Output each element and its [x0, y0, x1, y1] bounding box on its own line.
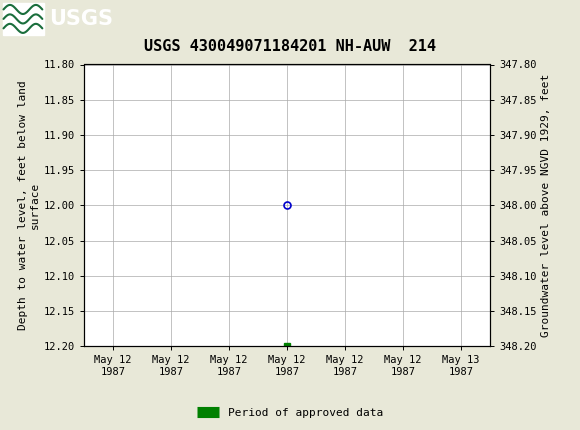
- Text: USGS 430049071184201 NH-AUW  214: USGS 430049071184201 NH-AUW 214: [144, 39, 436, 54]
- Text: USGS: USGS: [49, 9, 113, 29]
- Legend: Period of approved data: Period of approved data: [193, 403, 387, 422]
- Y-axis label: Depth to water level, feet below land
surface: Depth to water level, feet below land su…: [18, 80, 39, 330]
- Bar: [3, 3, 43, 35]
- Y-axis label: Groundwater level above NGVD 1929, feet: Groundwater level above NGVD 1929, feet: [541, 74, 551, 337]
